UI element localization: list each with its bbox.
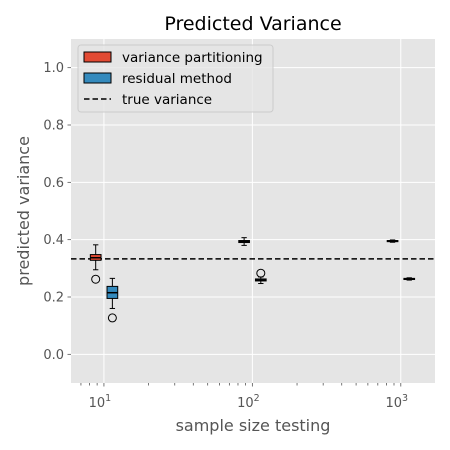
boxplot-residual-method bbox=[403, 277, 416, 281]
boxplot-variance-partitioning bbox=[238, 237, 250, 246]
y-tick-label: 1.0 bbox=[43, 61, 64, 76]
y-tick-label: 0.6 bbox=[43, 176, 64, 191]
y-tick-label: 0.0 bbox=[43, 348, 64, 363]
x-tick-label: 101 bbox=[89, 393, 112, 411]
legend-label: true variance bbox=[122, 92, 212, 108]
outlier-point bbox=[256, 268, 266, 278]
y-tick-label: 0.4 bbox=[43, 233, 64, 248]
outlier-point bbox=[107, 313, 117, 323]
x-tick-labels: 101 102 103 bbox=[89, 383, 408, 411]
legend-frame bbox=[77, 44, 274, 113]
boxplot-marks bbox=[89, 237, 416, 323]
x-tick-base: 10 bbox=[237, 396, 254, 411]
legend-label: variance partitioning bbox=[122, 50, 263, 66]
y-tick-labels: 0.0 0.2 0.4 0.6 0.8 1.0 bbox=[43, 61, 71, 363]
chart-title: Predicted Variance bbox=[164, 13, 341, 35]
x-axis-label: sample size testing bbox=[176, 416, 331, 435]
x-tick-exponent: 1 bbox=[105, 393, 111, 404]
boxplot-residual-method bbox=[106, 277, 119, 323]
outlier-point bbox=[91, 274, 101, 284]
x-minor-ticks bbox=[80, 383, 395, 386]
boxplot-variance-partitioning bbox=[386, 239, 399, 243]
x-tick-exponent: 3 bbox=[402, 393, 408, 404]
legend-label: residual method bbox=[122, 71, 232, 87]
x-tick-label: 103 bbox=[385, 393, 408, 411]
y-tick-label: 0.8 bbox=[43, 119, 64, 134]
x-tick-label: 102 bbox=[237, 393, 260, 411]
boxplot-residual-method bbox=[254, 268, 267, 285]
legend-swatch bbox=[83, 51, 112, 63]
x-tick-base: 10 bbox=[89, 396, 106, 411]
boxplot-variance-partitioning bbox=[89, 244, 102, 284]
y-tick-label: 0.2 bbox=[43, 291, 64, 306]
x-tick-exponent: 2 bbox=[254, 393, 260, 404]
x-tick-base: 10 bbox=[385, 396, 402, 411]
y-axis-label: predicted variance bbox=[14, 136, 33, 286]
legend-swatch bbox=[83, 72, 112, 84]
legend: variance partitioning residual method true… bbox=[77, 44, 274, 113]
